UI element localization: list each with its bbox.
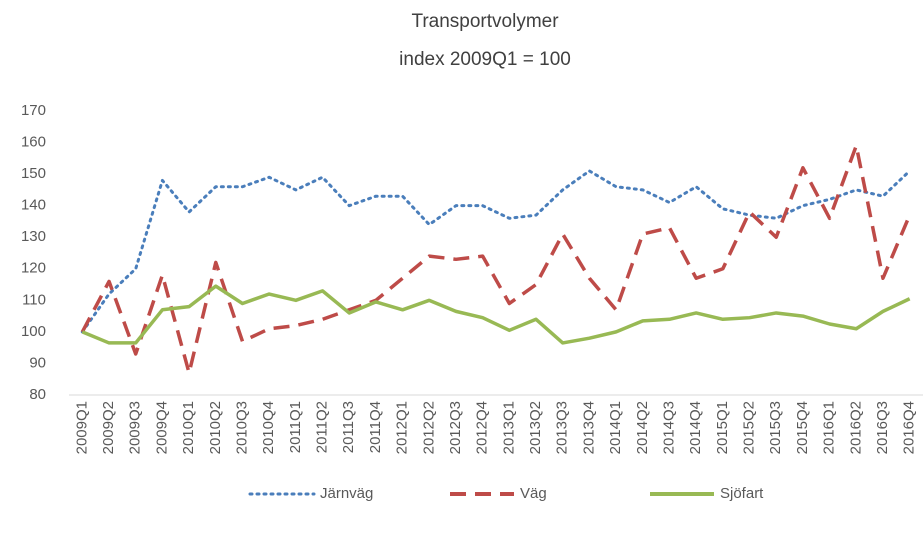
chart-title: Transportvolymer	[411, 11, 559, 32]
y-tick-label: 90	[29, 354, 46, 371]
x-tick-label: 2009Q4	[153, 401, 170, 454]
chart-subtitle: index 2009Q1 = 100	[399, 49, 571, 70]
y-tick-label: 110	[22, 291, 46, 308]
x-tick-label: 2009Q1	[73, 401, 90, 454]
y-tick-label: 170	[21, 102, 46, 119]
x-tick-label: 2016Q3	[874, 401, 891, 454]
x-tick-label: 2013Q2	[527, 401, 544, 454]
x-tick-label: 2012Q4	[474, 401, 491, 454]
x-tick-label: 2012Q3	[447, 401, 464, 454]
x-tick-label: 2014Q4	[687, 401, 704, 454]
x-tick-label: 2013Q1	[500, 401, 517, 454]
x-tick-label: 2014Q3	[660, 401, 677, 454]
y-tick-label: 150	[21, 165, 46, 182]
x-tick-label: 2011Q2	[314, 401, 331, 453]
x-tick-label: 2013Q4	[580, 401, 597, 454]
legend-label: Järnväg	[320, 485, 373, 502]
x-tick-label: 2012Q1	[394, 401, 411, 454]
legend-label: Sjöfart	[720, 485, 764, 502]
series-line	[80, 169, 912, 334]
x-tick-label: 2011Q4	[367, 401, 384, 453]
x-tick-label: 2011Q3	[340, 401, 357, 453]
x-tick-label: 2013Q3	[554, 401, 571, 454]
x-tick-label: 2011Q1	[287, 401, 304, 453]
x-tick-label: 2016Q1	[821, 401, 838, 454]
x-tick-label: 2015Q4	[794, 401, 811, 454]
y-tick-label: 140	[21, 197, 46, 214]
x-tick-label: 2012Q2	[420, 401, 437, 454]
series-line	[81, 284, 911, 345]
x-tick-label: 2014Q2	[634, 401, 651, 454]
x-tick-label: 2016Q2	[847, 401, 864, 454]
x-tick-label: 2010Q3	[233, 401, 250, 454]
y-tick-label: 80	[29, 386, 46, 403]
x-tick-label: 2009Q3	[127, 401, 144, 454]
x-tick-label: 2016Q4	[901, 401, 918, 454]
x-tick-label: 2010Q2	[207, 401, 224, 454]
y-tick-label: 100	[21, 323, 46, 340]
x-tick-label: 2014Q1	[607, 401, 624, 454]
x-tick-label: 2010Q1	[180, 401, 197, 454]
x-tick-label: 2010Q4	[260, 401, 277, 454]
x-tick-label: 2015Q1	[714, 401, 731, 454]
y-tick-label: 120	[21, 260, 46, 277]
y-tick-label: 130	[21, 228, 46, 245]
legend-label: Väg	[520, 485, 547, 502]
x-tick-label: 2015Q3	[767, 401, 784, 454]
x-tick-label: 2015Q2	[741, 401, 758, 454]
series-line	[80, 143, 912, 375]
x-tick-label: 2009Q2	[100, 401, 117, 454]
y-tick-label: 160	[21, 134, 46, 151]
